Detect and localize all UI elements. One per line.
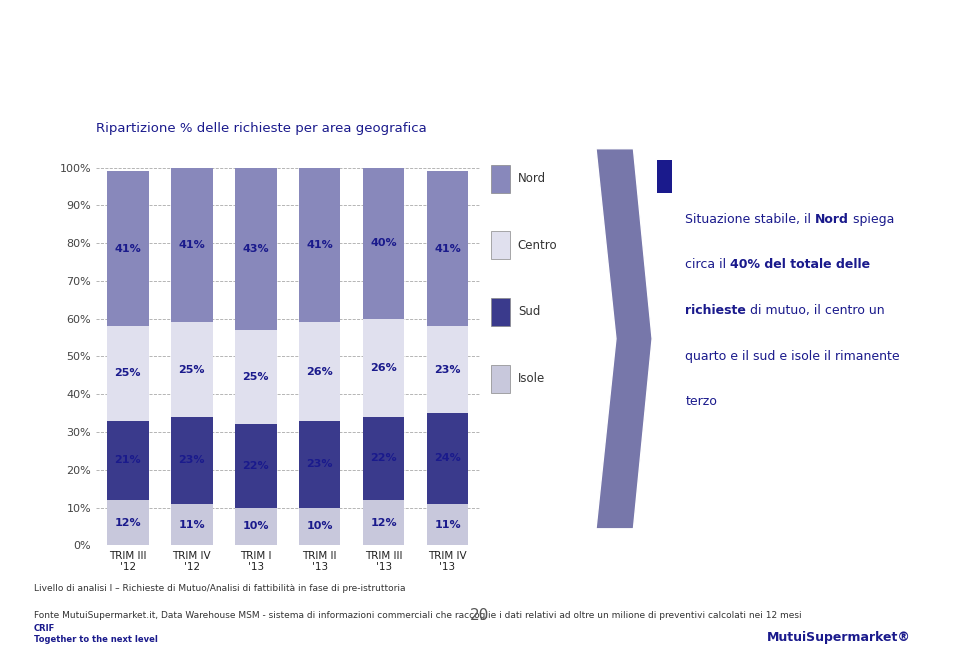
Text: 22%: 22% xyxy=(370,453,397,463)
Text: 12%: 12% xyxy=(114,518,141,527)
Bar xyxy=(107,500,149,545)
Bar xyxy=(299,420,340,508)
Text: Livello di analisi I – Richieste di Mutuo/Analisi di fattibilità in fase di pre-: Livello di analisi I – Richieste di Mutu… xyxy=(34,584,405,594)
Bar xyxy=(427,327,468,413)
Text: 10%: 10% xyxy=(307,522,333,531)
Text: 11%: 11% xyxy=(434,520,461,529)
Bar xyxy=(299,323,340,420)
Text: Isole: Isole xyxy=(518,372,545,385)
Text: 23%: 23% xyxy=(178,455,205,465)
Text: Situazione stabile, il: Situazione stabile, il xyxy=(685,213,815,226)
Text: Centro: Centro xyxy=(518,239,557,252)
Text: quarto e il sud e isole il rimanente: quarto e il sud e isole il rimanente xyxy=(685,350,900,363)
Text: 40% del totale delle: 40% del totale delle xyxy=(731,258,871,272)
Text: spiega: spiega xyxy=(849,213,895,226)
Bar xyxy=(299,168,340,323)
Bar xyxy=(171,168,213,323)
Text: 41%: 41% xyxy=(306,240,333,250)
Polygon shape xyxy=(596,149,652,529)
Text: Andamento richieste di Mutui per area geografica: Andamento richieste di Mutui per area ge… xyxy=(21,35,687,59)
Text: 26%: 26% xyxy=(306,367,333,377)
Text: 22%: 22% xyxy=(243,461,269,471)
Bar xyxy=(235,508,276,545)
Bar xyxy=(363,500,405,545)
Bar xyxy=(171,417,213,504)
Bar xyxy=(107,171,149,327)
Bar xyxy=(107,420,149,500)
Text: 25%: 25% xyxy=(115,368,141,379)
Bar xyxy=(171,504,213,545)
Text: 20: 20 xyxy=(470,608,489,623)
Bar xyxy=(363,417,405,500)
Bar xyxy=(299,508,340,545)
Bar xyxy=(491,165,510,192)
Text: 21%: 21% xyxy=(114,455,141,465)
Bar xyxy=(235,424,276,508)
Text: 10%: 10% xyxy=(243,522,269,531)
Text: 25%: 25% xyxy=(178,365,205,375)
Text: 23%: 23% xyxy=(307,459,333,469)
Text: 41%: 41% xyxy=(114,244,141,254)
Text: 43%: 43% xyxy=(243,244,269,254)
Bar xyxy=(657,160,672,193)
Text: 23%: 23% xyxy=(434,365,460,375)
Bar xyxy=(427,504,468,545)
Text: 24%: 24% xyxy=(434,453,461,463)
Text: circa il: circa il xyxy=(685,258,731,272)
Bar xyxy=(491,298,510,326)
Text: 40%: 40% xyxy=(370,238,397,248)
Bar xyxy=(491,231,510,259)
Text: 41%: 41% xyxy=(434,244,461,254)
Text: CRIF
Together to the next level: CRIF Together to the next level xyxy=(34,625,157,644)
Text: 25%: 25% xyxy=(243,372,269,382)
Text: MutuiSupermarket®: MutuiSupermarket® xyxy=(767,631,911,644)
Text: Sud: Sud xyxy=(518,305,540,319)
Text: richieste: richieste xyxy=(685,304,746,317)
Text: 12%: 12% xyxy=(370,518,397,527)
Bar xyxy=(235,330,276,424)
Bar xyxy=(363,319,405,417)
Bar xyxy=(427,171,468,327)
Text: 41%: 41% xyxy=(178,240,205,250)
Bar xyxy=(107,327,149,420)
Text: Nord: Nord xyxy=(518,173,546,185)
Bar xyxy=(363,168,405,319)
Text: Nord: Nord xyxy=(815,213,849,226)
Bar xyxy=(491,365,510,393)
Text: 26%: 26% xyxy=(370,363,397,373)
Text: 11%: 11% xyxy=(178,520,205,529)
Bar xyxy=(235,168,276,330)
Bar xyxy=(171,323,213,417)
Bar xyxy=(427,413,468,504)
Text: terzo: terzo xyxy=(685,395,717,408)
Text: Fonte MutuiSupermarket.it, Data Warehouse MSM - sistema di informazioni commerci: Fonte MutuiSupermarket.it, Data Warehous… xyxy=(34,611,801,620)
Text: Ripartizione % delle richieste per area geografica: Ripartizione % delle richieste per area … xyxy=(96,122,427,136)
Text: di mutuo, il centro un: di mutuo, il centro un xyxy=(746,304,885,317)
